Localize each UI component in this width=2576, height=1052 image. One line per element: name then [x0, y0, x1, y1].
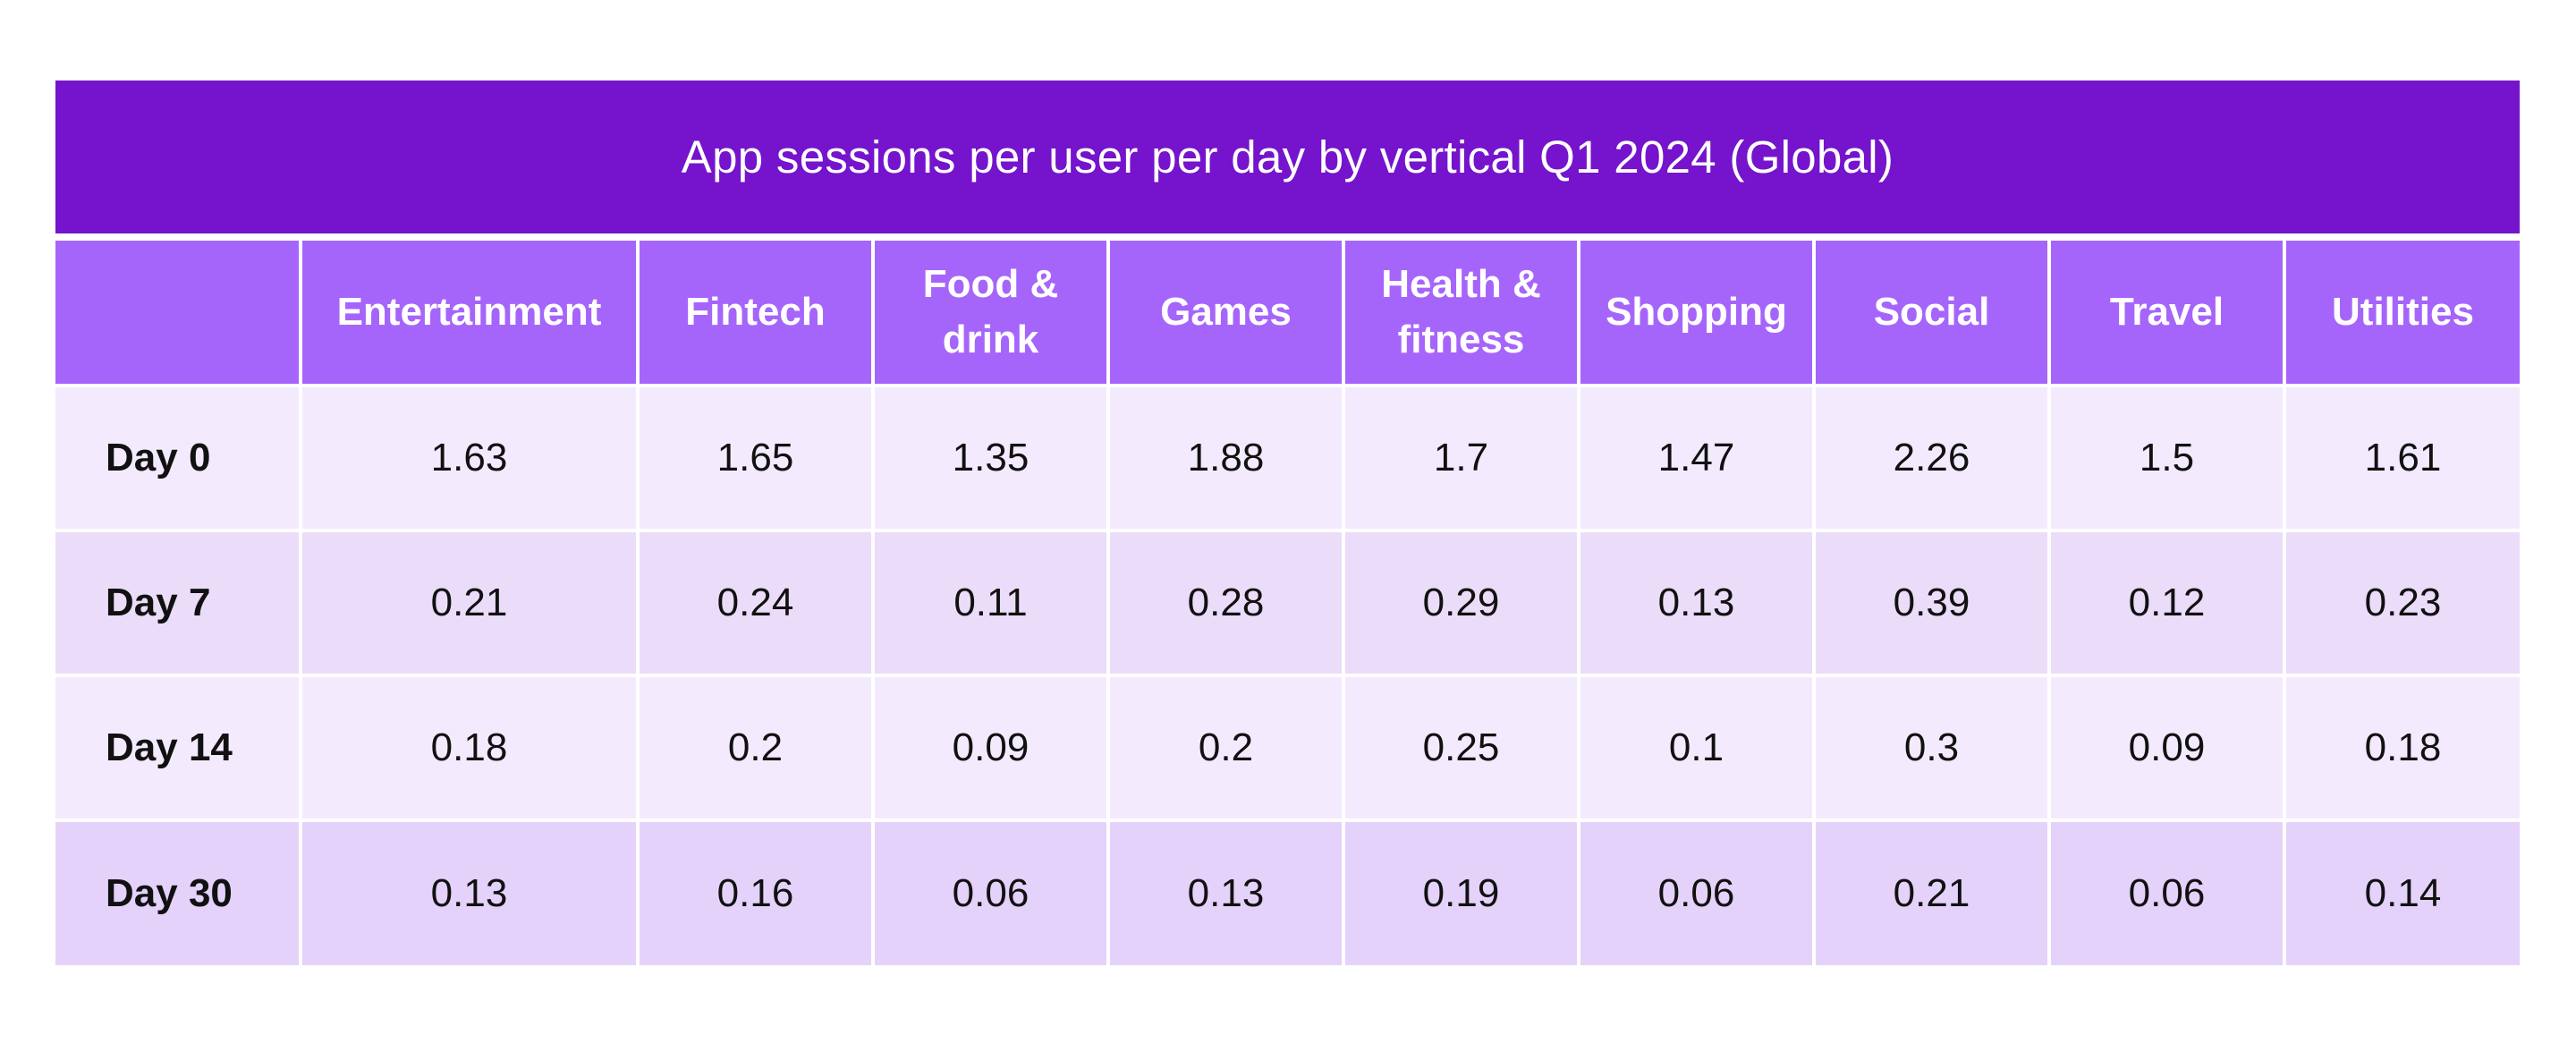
row-label: Day 30 — [55, 819, 302, 965]
table-row: Day 30 0.13 0.16 0.06 0.13 0.19 0.06 0.2… — [55, 819, 2520, 965]
table-cell: 0.06 — [2047, 819, 2286, 965]
column-header-shopping: Shopping — [1577, 237, 1816, 387]
table-cell: 0.25 — [1342, 674, 1580, 822]
table-cell: 0.13 — [1106, 819, 1345, 965]
header-row: Entertainment Fintech Food & drink Games… — [55, 237, 2520, 387]
table-cell: 0.16 — [636, 819, 875, 965]
table-cell: 0.19 — [1342, 819, 1580, 965]
table-row: Day 14 0.18 0.2 0.09 0.2 0.25 0.1 0.3 0.… — [55, 674, 2520, 822]
table-cell: 0.12 — [2047, 529, 2286, 677]
table-cell: 0.2 — [636, 674, 875, 822]
table-cell: 0.23 — [2283, 529, 2520, 677]
table-cell: 1.65 — [636, 384, 875, 532]
table-cell: 1.61 — [2283, 384, 2520, 532]
table-cell: 1.7 — [1342, 384, 1580, 532]
row-label: Day 14 — [55, 674, 302, 822]
column-header-travel: Travel — [2047, 237, 2286, 387]
table-row: Day 7 0.21 0.24 0.11 0.28 0.29 0.13 0.39… — [55, 529, 2520, 677]
table-cell: 1.35 — [871, 384, 1110, 532]
table-cell: 0.39 — [1812, 529, 2051, 677]
table-cell: 0.18 — [2283, 674, 2520, 822]
table-cell: 0.13 — [1577, 529, 1816, 677]
column-header-health-fitness: Health & fitness — [1342, 237, 1580, 387]
table-cell: 1.5 — [2047, 384, 2286, 532]
table-cell: 2.26 — [1812, 384, 2051, 532]
data-table-container: App sessions per user per day by vertica… — [55, 81, 2520, 965]
column-header-games: Games — [1106, 237, 1345, 387]
table-cell: 0.06 — [871, 819, 1110, 965]
column-header-fintech: Fintech — [636, 237, 875, 387]
table-cell: 0.21 — [299, 529, 640, 677]
table-cell: 1.47 — [1577, 384, 1816, 532]
table-cell: 0.09 — [2047, 674, 2286, 822]
table-cell: 0.11 — [871, 529, 1110, 677]
table-cell: 0.06 — [1577, 819, 1816, 965]
table-cell: 1.88 — [1106, 384, 1345, 532]
table-cell: 0.14 — [2283, 819, 2520, 965]
table-cell: 0.2 — [1106, 674, 1345, 822]
column-header-social: Social — [1812, 237, 2051, 387]
table-cell: 0.28 — [1106, 529, 1345, 677]
table-cell: 0.13 — [299, 819, 640, 965]
table-cell: 0.21 — [1812, 819, 2051, 965]
table-cell: 0.29 — [1342, 529, 1580, 677]
column-header-utilities: Utilities — [2283, 237, 2520, 387]
table-cell: 0.3 — [1812, 674, 2051, 822]
table-cell: 0.24 — [636, 529, 875, 677]
column-header-food-drink: Food & drink — [871, 237, 1110, 387]
table-title: App sessions per user per day by vertica… — [55, 81, 2520, 237]
table-row: Day 0 1.63 1.65 1.35 1.88 1.7 1.47 2.26 … — [55, 384, 2520, 532]
column-header-entertainment: Entertainment — [299, 237, 640, 387]
row-label: Day 0 — [55, 384, 302, 532]
table-cell: 0.09 — [871, 674, 1110, 822]
row-label: Day 7 — [55, 529, 302, 677]
sessions-table: Entertainment Fintech Food & drink Games… — [55, 237, 2520, 965]
table-cell: 1.63 — [299, 384, 640, 532]
column-header-corner — [55, 237, 302, 387]
table-cell: 0.1 — [1577, 674, 1816, 822]
table-cell: 0.18 — [299, 674, 640, 822]
